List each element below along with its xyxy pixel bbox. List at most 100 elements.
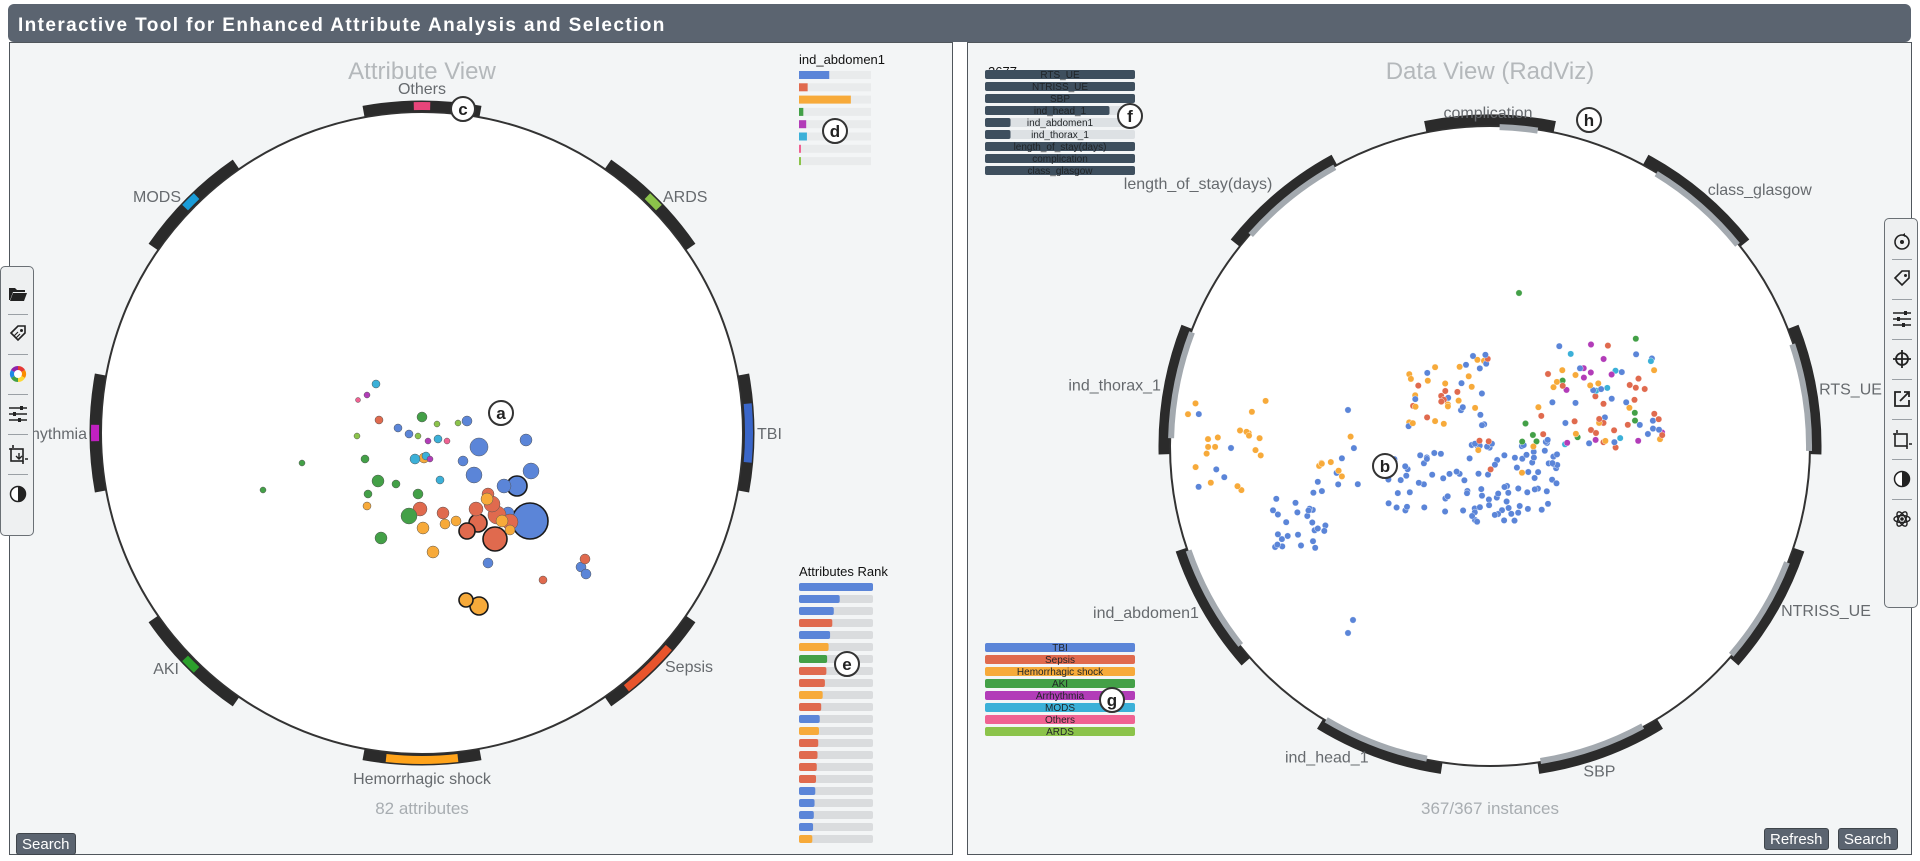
data-point[interactable] — [1485, 437, 1493, 445]
data-point[interactable] — [1439, 474, 1447, 482]
data-point[interactable] — [1297, 542, 1305, 549]
data-point[interactable] — [1592, 392, 1599, 400]
data-point[interactable] — [1195, 483, 1203, 491]
data-anchor-arc[interactable] — [1175, 547, 1250, 666]
data-point[interactable] — [1446, 470, 1453, 478]
left-search-button[interactable]: Search — [16, 833, 76, 855]
data-point[interactable] — [1334, 480, 1342, 488]
data-point[interactable] — [1212, 465, 1220, 473]
data-point[interactable] — [1320, 527, 1328, 535]
data-point[interactable] — [1562, 419, 1569, 427]
data-point[interactable] — [1523, 451, 1530, 459]
data-point[interactable] — [1204, 443, 1212, 451]
data-point[interactable] — [1236, 427, 1244, 434]
data-point[interactable] — [1463, 489, 1471, 497]
data-point[interactable] — [1338, 454, 1346, 462]
data-point[interactable] — [1274, 530, 1282, 538]
data-point[interactable] — [1416, 451, 1424, 459]
color-wheel-icon[interactable] — [5, 361, 31, 387]
attribute-bubble[interactable] — [519, 433, 533, 447]
attribute-bubble[interactable] — [495, 514, 509, 528]
export-icon[interactable] — [1889, 386, 1915, 412]
contrast-icon[interactable] — [5, 481, 31, 507]
attribute-dots[interactable] — [259, 379, 592, 616]
attr-bar-fill[interactable] — [985, 118, 1011, 127]
rank-bar[interactable] — [799, 775, 817, 783]
data-point[interactable] — [1514, 509, 1522, 517]
data-point[interactable] — [1272, 495, 1280, 503]
data-point[interactable] — [1501, 451, 1508, 459]
attribute-bubble[interactable] — [443, 437, 451, 445]
rank-bar[interactable] — [799, 739, 819, 747]
data-point[interactable] — [1537, 412, 1545, 420]
data-point[interactable] — [1636, 421, 1644, 429]
data-point[interactable] — [1567, 350, 1575, 358]
data-point[interactable] — [1559, 382, 1567, 390]
data-point[interactable] — [1658, 431, 1666, 439]
data-point[interactable] — [1407, 375, 1415, 383]
attr-bar-fill[interactable] — [985, 70, 1135, 79]
data-point[interactable] — [1592, 436, 1599, 444]
data-points[interactable] — [1184, 289, 1666, 637]
data-point[interactable] — [1544, 436, 1552, 444]
data-point[interactable] — [1501, 483, 1508, 491]
attribute-bubble[interactable] — [504, 524, 516, 536]
data-point[interactable] — [1459, 507, 1467, 514]
data-point[interactable] — [1428, 471, 1436, 479]
data-point[interactable] — [1571, 417, 1578, 425]
data-point[interactable] — [1211, 443, 1219, 451]
data-point[interactable] — [1192, 399, 1199, 407]
data-point[interactable] — [1491, 461, 1499, 469]
rank-bar[interactable] — [799, 799, 815, 807]
data-point[interactable] — [1478, 421, 1486, 429]
data-point[interactable] — [1631, 396, 1638, 404]
attribute-bubble[interactable] — [393, 423, 403, 433]
rank-bar[interactable] — [799, 823, 814, 831]
attribute-bubble[interactable] — [414, 432, 422, 440]
rank-bar[interactable] — [799, 727, 819, 735]
data-point[interactable] — [1644, 430, 1652, 438]
rank-bar[interactable] — [799, 751, 818, 759]
data-point[interactable] — [1441, 380, 1449, 387]
data-point[interactable] — [1214, 434, 1222, 441]
attribute-bubble[interactable] — [538, 575, 548, 585]
data-point[interactable] — [1649, 425, 1657, 432]
data-point[interactable] — [1192, 463, 1200, 471]
data-point[interactable] — [1476, 364, 1484, 372]
attributes-rank-bars[interactable] — [799, 583, 873, 843]
data-point[interactable] — [1572, 371, 1579, 379]
data-point[interactable] — [1252, 446, 1259, 454]
data-point[interactable] — [1195, 410, 1203, 418]
attribute-bubble[interactable] — [461, 415, 473, 427]
data-point[interactable] — [1530, 443, 1537, 450]
rotate-icon[interactable] — [1889, 229, 1915, 255]
rank-bar[interactable] — [799, 607, 834, 615]
attribute-bubble[interactable] — [454, 419, 462, 427]
data-point[interactable] — [1414, 382, 1422, 389]
data-point[interactable] — [1282, 518, 1290, 526]
data-point[interactable] — [1456, 363, 1463, 371]
data-point[interactable] — [1248, 408, 1256, 416]
data-point[interactable] — [1553, 479, 1560, 487]
attribute-bubble[interactable] — [416, 521, 430, 535]
data-point[interactable] — [1273, 541, 1281, 548]
data-point[interactable] — [1269, 506, 1277, 514]
attribute-bubble[interactable] — [458, 522, 476, 540]
data-point[interactable] — [1511, 454, 1519, 462]
attribute-bubble[interactable] — [480, 492, 494, 506]
data-point[interactable] — [1518, 469, 1526, 477]
attribute-bubble[interactable] — [435, 475, 445, 485]
data-point[interactable] — [1314, 525, 1322, 532]
data-point[interactable] — [1257, 451, 1265, 459]
attribute-bubble[interactable] — [436, 506, 450, 520]
attribute-bubble[interactable] — [424, 437, 432, 445]
attribute-bubble[interactable] — [433, 434, 443, 444]
data-anchor-arcs[interactable] — [1158, 114, 1822, 774]
data-point[interactable] — [1303, 512, 1311, 520]
data-point[interactable] — [1424, 377, 1432, 385]
attribute-bubble[interactable] — [362, 501, 372, 511]
data-point[interactable] — [1476, 437, 1483, 445]
data-point[interactable] — [1349, 616, 1357, 624]
rank-bar[interactable] — [799, 703, 822, 711]
data-point[interactable] — [1477, 411, 1484, 419]
